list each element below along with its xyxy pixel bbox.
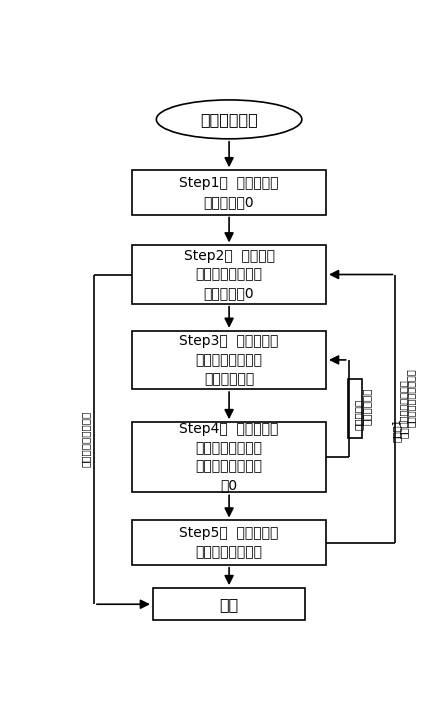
Text: Step2：  遍历像素
点，判断是否是黑
色且标记是0: Step2： 遍历像素 点，判断是否是黑 色且标记是0 [184,249,274,300]
Text: 车牌二值图像: 车牌二值图像 [200,112,258,127]
Text: 结束: 结束 [219,597,239,611]
Text: 若满足条件，: 若满足条件， [362,387,371,425]
Bar [153,588,305,621]
Text: 若是则保留此区域；若: 若是则保留此区域；若 [406,369,416,427]
Bar [132,170,326,215]
Text: Step3：  标记此点已
访问，更新最大和
最小横纵坐标: Step3： 标记此点已 访问，更新最大和 最小横纵坐标 [179,334,279,386]
Bar [132,331,326,389]
Bar [348,379,362,438]
Bar [132,245,326,304]
Bar [132,520,326,565]
Text: Step1：  对每个像素
点设置标记0: Step1： 对每个像素 点设置标记0 [179,176,279,208]
Text: Step4：  依次判断该
点周围八个相邻点
是否是黑色且标记
是0: Step4： 依次判断该 点周围八个相邻点 是否是黑色且标记 是0 [179,422,279,493]
Text: 不是则删除此区域，计: 不是则删除此区域，计 [399,379,409,438]
Text: Step5：  判断标记区
域是否为杂质区域: Step5： 判断标记区 域是否为杂质区域 [179,526,279,559]
Text: 数器减1: 数器减1 [392,418,402,442]
Text: 则进入此点: 则进入此点 [353,398,363,430]
Text: 若遍历完所有像素点: 若遍历完所有像素点 [80,411,90,468]
Bar [132,422,326,492]
